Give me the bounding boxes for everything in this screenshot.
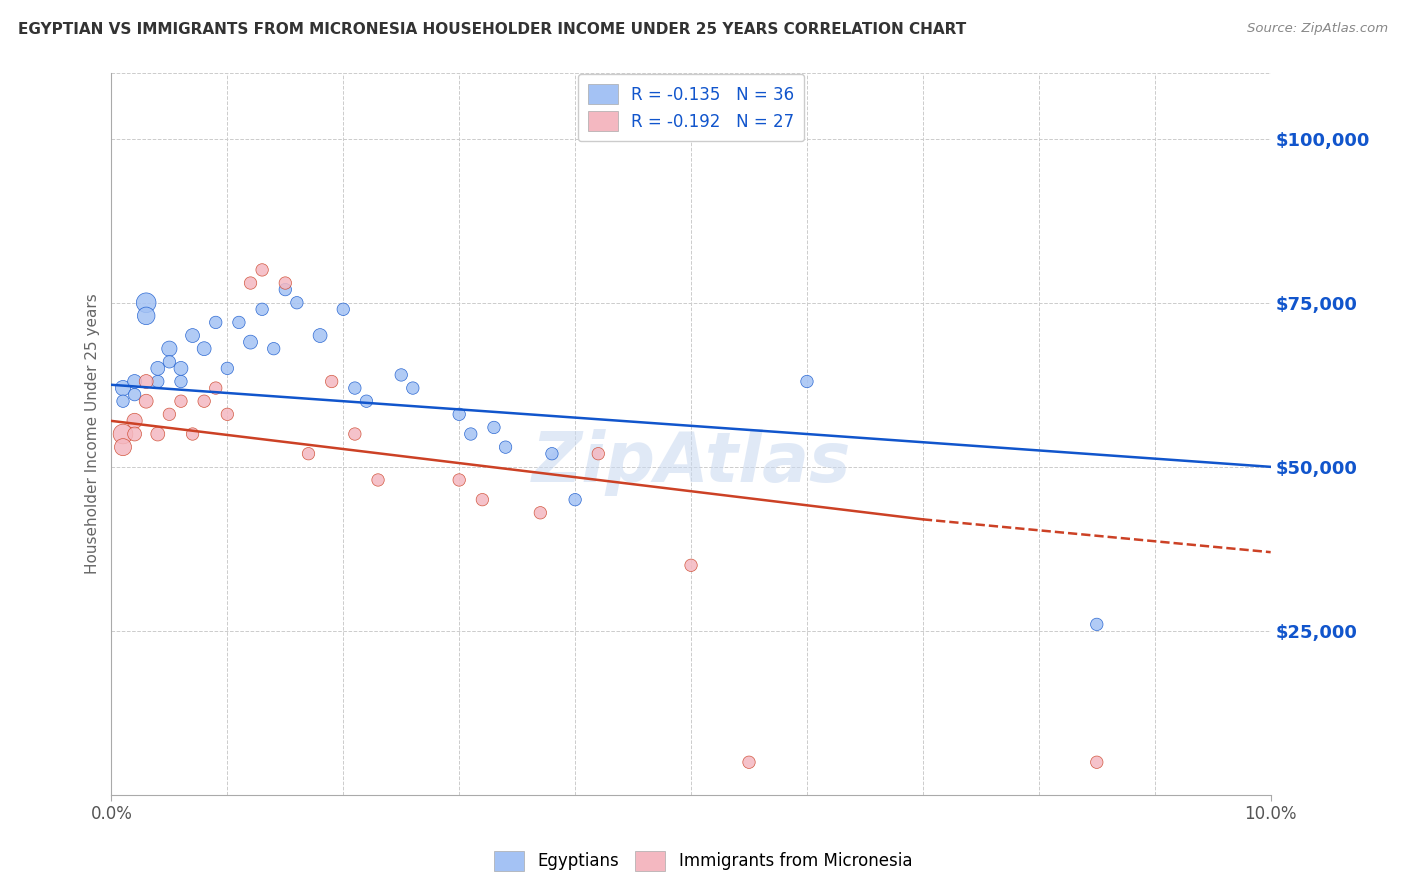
Point [679, 558, 702, 573]
Text: Source: ZipAtlas.com: Source: ZipAtlas.com [1247, 22, 1388, 36]
Point [239, 335, 262, 350]
Point [274, 283, 297, 297]
Point [495, 440, 517, 454]
Point [193, 394, 215, 409]
Point [250, 263, 273, 277]
Point [564, 492, 586, 507]
Text: ZipAtlas: ZipAtlas [531, 429, 851, 497]
Point [124, 387, 146, 401]
Point [402, 381, 425, 395]
Point [1085, 617, 1108, 632]
Point [367, 473, 389, 487]
Point [135, 295, 157, 310]
Point [250, 302, 273, 317]
Point [482, 420, 505, 434]
Point [297, 447, 319, 461]
Point [796, 375, 818, 389]
Point [135, 309, 157, 323]
Point [217, 407, 239, 421]
Point [239, 276, 262, 290]
Point [263, 342, 285, 356]
Point [449, 473, 471, 487]
Point [449, 407, 471, 421]
Point [460, 427, 482, 442]
Point [356, 394, 378, 409]
Point [389, 368, 412, 382]
Point [111, 394, 134, 409]
Text: EGYPTIAN VS IMMIGRANTS FROM MICRONESIA HOUSEHOLDER INCOME UNDER 25 YEARS CORRELA: EGYPTIAN VS IMMIGRANTS FROM MICRONESIA H… [18, 22, 966, 37]
Legend: R = -0.135   N = 36, R = -0.192   N = 27: R = -0.135 N = 36, R = -0.192 N = 27 [578, 74, 804, 142]
Point [135, 394, 157, 409]
Point [588, 447, 610, 461]
Point [309, 328, 332, 343]
Point [181, 427, 204, 442]
Point [170, 361, 193, 376]
Point [111, 381, 134, 395]
Point [157, 355, 180, 369]
Point [135, 375, 157, 389]
Point [111, 440, 134, 454]
Point [541, 447, 564, 461]
Point [529, 506, 551, 520]
Legend: Egyptians, Immigrants from Micronesia: Egyptians, Immigrants from Micronesia [485, 842, 921, 880]
Point [124, 375, 146, 389]
Point [274, 276, 297, 290]
Point [1085, 756, 1108, 770]
Point [111, 427, 134, 442]
Point [181, 328, 204, 343]
Point [321, 375, 343, 389]
Point [146, 375, 169, 389]
Point [124, 414, 146, 428]
Point [170, 375, 193, 389]
Y-axis label: Householder Income Under 25 years: Householder Income Under 25 years [86, 293, 100, 574]
Point [471, 492, 494, 507]
Point [738, 756, 761, 770]
Point [343, 427, 366, 442]
Point [146, 427, 169, 442]
Point [204, 381, 226, 395]
Point [124, 427, 146, 442]
Point [193, 342, 215, 356]
Point [204, 315, 226, 329]
Point [157, 407, 180, 421]
Point [217, 361, 239, 376]
Point [146, 361, 169, 376]
Point [157, 342, 180, 356]
Point [170, 394, 193, 409]
Point [332, 302, 354, 317]
Point [228, 315, 250, 329]
Point [285, 295, 308, 310]
Point [343, 381, 366, 395]
